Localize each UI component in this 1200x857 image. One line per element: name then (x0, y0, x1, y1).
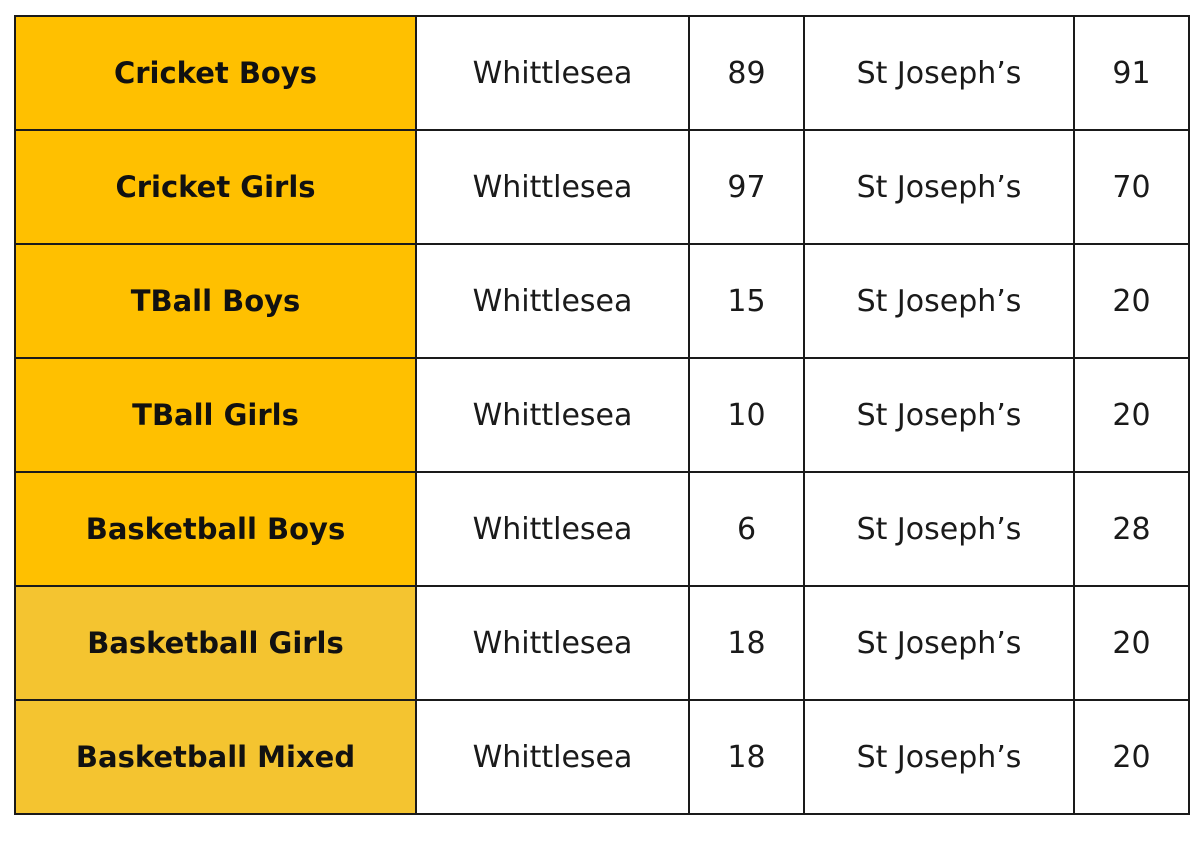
sport-cell: Basketball Boys (14, 471, 417, 587)
home-team-cell: Whittlesea (415, 699, 690, 815)
away-team-cell: St Joseph’s (803, 471, 1075, 587)
table-row: Basketball Mixed Whittlesea 18 St Joseph… (14, 699, 1190, 815)
home-team-cell: Whittlesea (415, 585, 690, 701)
home-team-cell: Whittlesea (415, 129, 690, 245)
home-score-cell: 18 (688, 585, 805, 701)
away-score-cell: 20 (1073, 585, 1190, 701)
home-team-cell: Whittlesea (415, 243, 690, 359)
table-row: Cricket Girls Whittlesea 97 St Joseph’s … (14, 129, 1190, 245)
away-score-cell: 28 (1073, 471, 1190, 587)
home-score-cell: 97 (688, 129, 805, 245)
home-score-cell: 15 (688, 243, 805, 359)
home-score-cell: 6 (688, 471, 805, 587)
away-team-cell: St Joseph’s (803, 357, 1075, 473)
table-row: Cricket Boys Whittlesea 89 St Joseph’s 9… (14, 15, 1190, 131)
away-team-cell: St Joseph’s (803, 129, 1075, 245)
table-row: TBall Girls Whittlesea 10 St Joseph’s 20 (14, 357, 1190, 473)
home-team-cell: Whittlesea (415, 471, 690, 587)
sport-cell: Basketball Girls (14, 585, 417, 701)
sport-cell: Cricket Girls (14, 129, 417, 245)
table-row: Basketball Boys Whittlesea 6 St Joseph’s… (14, 471, 1190, 587)
home-team-cell: Whittlesea (415, 15, 690, 131)
table-row: TBall Boys Whittlesea 15 St Joseph’s 20 (14, 243, 1190, 359)
home-score-cell: 18 (688, 699, 805, 815)
away-score-cell: 70 (1073, 129, 1190, 245)
away-score-cell: 20 (1073, 243, 1190, 359)
away-score-cell: 20 (1073, 699, 1190, 815)
results-table: Cricket Boys Whittlesea 89 St Joseph’s 9… (14, 15, 1190, 815)
results-table-body: Cricket Boys Whittlesea 89 St Joseph’s 9… (14, 15, 1190, 815)
away-team-cell: St Joseph’s (803, 15, 1075, 131)
away-score-cell: 91 (1073, 15, 1190, 131)
away-score-cell: 20 (1073, 357, 1190, 473)
sport-cell: TBall Girls (14, 357, 417, 473)
sport-cell: Cricket Boys (14, 15, 417, 131)
away-team-cell: St Joseph’s (803, 585, 1075, 701)
home-score-cell: 10 (688, 357, 805, 473)
sport-cell: Basketball Mixed (14, 699, 417, 815)
home-team-cell: Whittlesea (415, 357, 690, 473)
away-team-cell: St Joseph’s (803, 243, 1075, 359)
table-row: Basketball Girls Whittlesea 18 St Joseph… (14, 585, 1190, 701)
sport-cell: TBall Boys (14, 243, 417, 359)
home-score-cell: 89 (688, 15, 805, 131)
away-team-cell: St Joseph’s (803, 699, 1075, 815)
